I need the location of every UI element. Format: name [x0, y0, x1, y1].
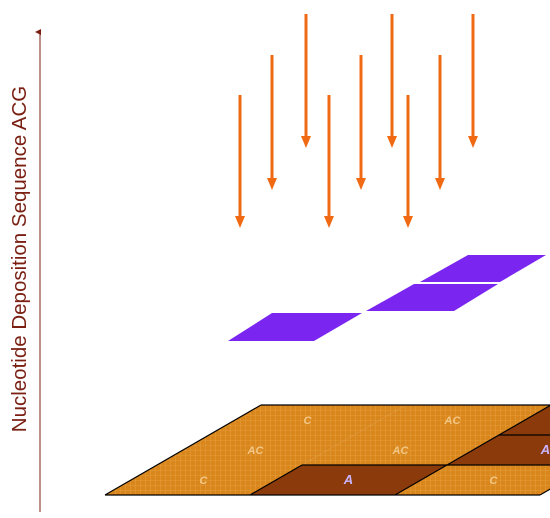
cell-label: A — [540, 442, 550, 457]
deposition-arrow — [301, 14, 311, 148]
cell-label: C — [304, 415, 313, 427]
cell-label: AC — [444, 415, 462, 427]
deposition-arrow — [435, 55, 445, 190]
deposition-arrow — [403, 95, 413, 228]
substrate-cell-light — [302, 435, 499, 465]
substrate-divider — [249, 464, 303, 496]
cell-label: AC — [247, 445, 265, 457]
mask-window-right — [420, 255, 546, 282]
substrate-cell-light — [157, 435, 354, 465]
substrate-outline — [104, 404, 262, 496]
deposition-arrow — [324, 95, 334, 228]
deposition-arrow — [267, 55, 277, 190]
mask-window-left — [228, 313, 362, 341]
substrate-cell-light — [395, 465, 550, 495]
cell-label: AC — [392, 445, 410, 457]
substrate-cell-dark — [447, 435, 550, 465]
deposition-arrow — [356, 55, 366, 190]
substrate-grid — [104, 404, 550, 496]
deposition-arrows — [235, 14, 478, 228]
deposition-arrow — [387, 14, 397, 148]
substrate-cell-dark — [499, 405, 550, 435]
cell-label: C — [490, 475, 499, 487]
deposition-arrow — [235, 95, 245, 228]
mask-window-middle — [366, 284, 498, 311]
cell-label: C — [200, 475, 209, 487]
substrate-labels: C A CAC AC AC AC — [200, 415, 550, 487]
substrate-cell-light — [209, 405, 406, 435]
substrate-divider — [394, 464, 448, 496]
substrate-cell-light — [105, 465, 302, 495]
photomask-layer — [228, 255, 546, 341]
substrate-cell-light — [354, 405, 550, 435]
deposition-arrow — [468, 14, 478, 148]
substrate-cell-dark — [250, 465, 447, 495]
cell-label: A — [343, 472, 353, 487]
